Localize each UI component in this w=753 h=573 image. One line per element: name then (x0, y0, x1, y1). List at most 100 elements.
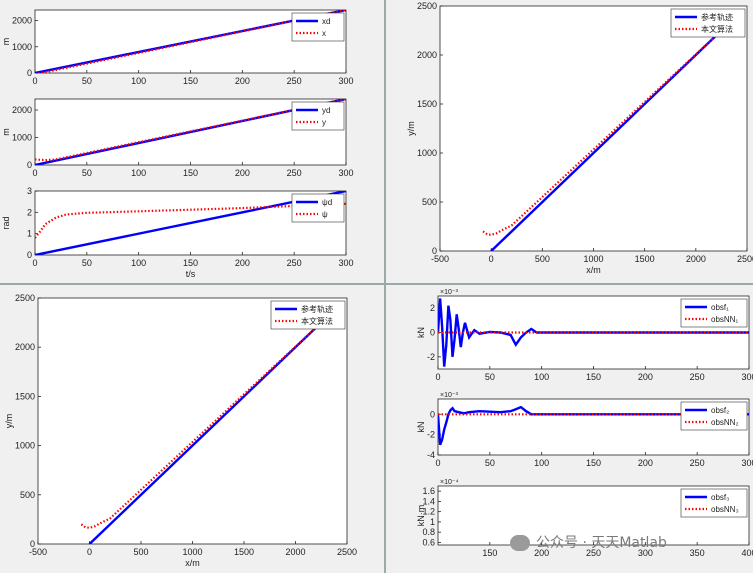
x-tick-label: 300 (741, 458, 753, 468)
x-tick-label: 150 (183, 76, 198, 86)
legend-entry: 参考轨迹 (701, 12, 733, 22)
x-tick-label: 250 (287, 168, 302, 178)
x-tick-label: 150 (183, 258, 198, 268)
x-tick-label: 200 (235, 168, 250, 178)
y-tick-label: 1000 (12, 42, 32, 52)
axis-exponent: ×10⁻³ (440, 392, 459, 399)
x-tick-label: -500 (431, 254, 449, 264)
x-tick-label: 250 (690, 458, 705, 468)
chart-7: 150 200 250 300 350 400 0.60.811.21.41.6 kN·m ×1… (416, 479, 753, 558)
y-tick-label: -2 (427, 352, 435, 362)
y-tick-label: 2000 (12, 16, 32, 26)
y-axis-label: kN (416, 422, 426, 433)
legend-entry: obsNN₁ (711, 315, 738, 324)
plot-area (439, 5, 748, 252)
x-tick-label: 150 (183, 168, 198, 178)
x-tick-label: 200 (638, 458, 653, 468)
y-tick-label: 1.2 (422, 507, 435, 517)
y-tick-label: 0 (27, 160, 32, 170)
x-tick-label: 0 (435, 372, 440, 382)
x-tick-label: 300 (741, 372, 753, 382)
series-line-0 (438, 298, 749, 367)
legend-entry: ψ (322, 210, 328, 219)
series-line-1 (35, 99, 346, 162)
x-tick-label: 1000 (182, 547, 202, 557)
watermark-text: 公众号 · 天天Matlab (536, 535, 667, 551)
y-tick-label: 0 (430, 409, 435, 419)
y-tick-label: 500 (20, 490, 35, 500)
x-tick-label: 50 (485, 458, 495, 468)
axis-exponent: ×10⁻³ (440, 289, 459, 296)
y-tick-label: 2000 (417, 50, 437, 60)
y-tick-label: 1500 (15, 391, 35, 401)
x-tick-label: 200 (235, 258, 250, 268)
x-tick-label: 250 (287, 258, 302, 268)
x-tick-label: 50 (82, 76, 92, 86)
legend-entry: x (322, 29, 326, 38)
x-tick-label: 300 (338, 76, 353, 86)
x-tick-label: 100 (534, 458, 549, 468)
series-line-1 (35, 202, 346, 239)
y-tick-label: 0 (27, 250, 32, 260)
legend-box (680, 298, 748, 328)
y-tick-label: 3 (27, 186, 32, 196)
legend-entry: obsf₂ (711, 406, 729, 415)
plot-area (37, 297, 348, 545)
y-tick-label: 0 (27, 68, 32, 78)
chart-3: -500050010001500200025000500100015002000… (406, 1, 753, 275)
y-tick-label: 2 (27, 207, 32, 217)
x-axis-label: x/m (185, 558, 200, 568)
x-tick-label: 300 (638, 548, 653, 558)
x-tick-label: 0 (32, 258, 37, 268)
legend-box (291, 193, 345, 223)
legend: obsf₃ obsNN₃ (680, 488, 748, 518)
y-tick-label: -4 (427, 450, 435, 460)
x-tick-label: 350 (690, 548, 705, 558)
legend: yd y (291, 101, 345, 131)
chart-2: 0 50 100 150 200 250 300 0 1 2 3 rad t/s ψd ψ (1, 186, 354, 279)
watermark: 公众号 · 天天Matlab (510, 532, 667, 552)
y-tick-label: 2000 (15, 342, 35, 352)
x-tick-label: 500 (535, 254, 550, 264)
x-tick-label: 100 (534, 372, 549, 382)
y-axis-label: kN (416, 327, 426, 338)
x-tick-label: 100 (131, 258, 146, 268)
x-tick-label: 250 (287, 76, 302, 86)
y-tick-label: 0 (30, 539, 35, 549)
y-tick-label: 1000 (417, 148, 437, 158)
legend-entry: xd (322, 17, 330, 26)
y-axis-label: y/m (406, 121, 416, 136)
y-tick-label: 0.6 (422, 537, 435, 547)
wechat-icon (510, 535, 530, 551)
y-tick-label: 1 (27, 229, 32, 239)
x-tick-label: 1500 (635, 254, 655, 264)
chart-1: 0 50 100 150 200 250 300 0 1000 2000 m yd y (1, 98, 354, 178)
y-tick-label: 2500 (15, 293, 35, 303)
x-tick-label: 200 (534, 548, 549, 558)
x-tick-label: 200 (235, 76, 250, 86)
x-tick-label: -500 (29, 547, 47, 557)
x-tick-label: 0 (489, 254, 494, 264)
x-tick-label: 50 (82, 258, 92, 268)
x-tick-label: 0 (435, 458, 440, 468)
x-tick-label: 100 (131, 76, 146, 86)
y-tick-label: 1500 (417, 99, 437, 109)
legend-entry: y (322, 118, 326, 127)
series-line-1 (35, 10, 346, 73)
x-tick-label: 250 (586, 548, 601, 558)
series-line-1 (80, 326, 317, 529)
legend-box (680, 488, 748, 518)
x-tick-label: 50 (82, 168, 92, 178)
series-line-0 (88, 326, 317, 544)
y-axis-label: kN·m (416, 505, 426, 527)
legend: obsf₂ obsNN₂ (680, 401, 748, 431)
y-tick-label: 0 (430, 328, 435, 338)
legend-entry: obsNN₃ (711, 505, 739, 514)
y-axis-label: y/m (4, 414, 14, 429)
x-axis-label: x/m (586, 265, 601, 275)
x-tick-label: 500 (133, 547, 148, 557)
x-tick-label: 2000 (686, 254, 706, 264)
y-tick-label: 2500 (417, 1, 437, 11)
